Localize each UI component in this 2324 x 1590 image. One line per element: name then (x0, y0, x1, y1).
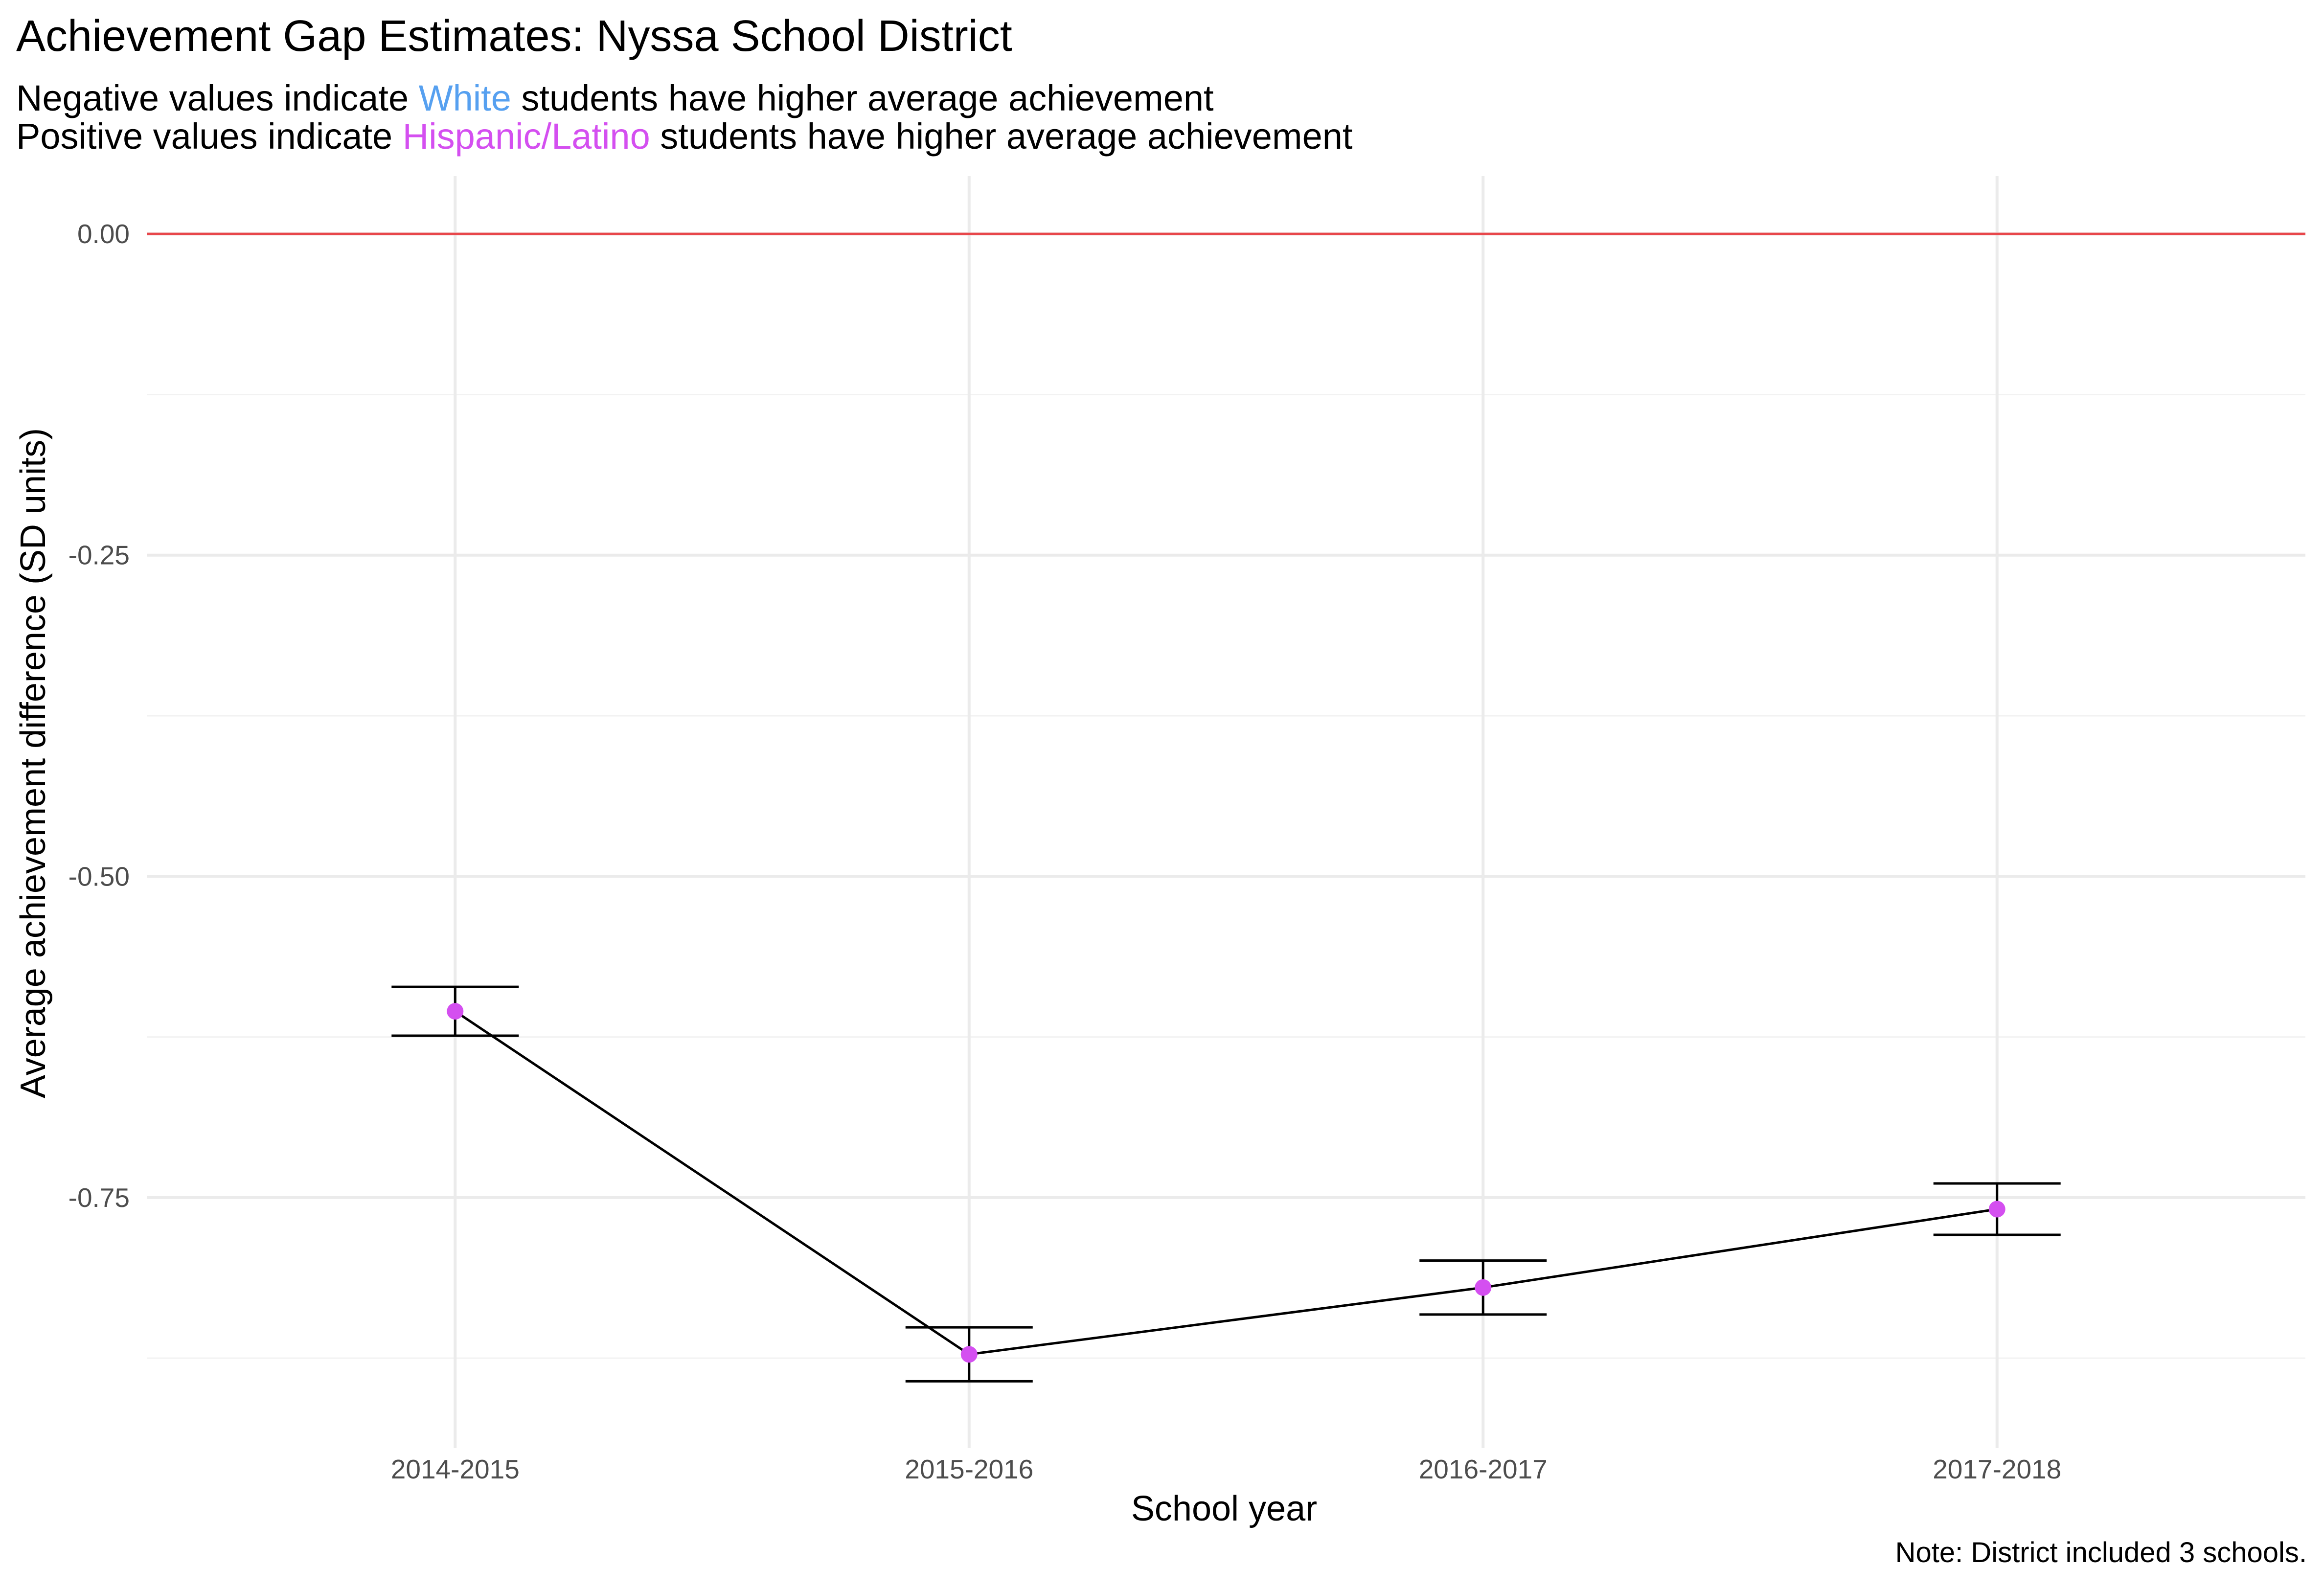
data-point (960, 1346, 978, 1363)
chart-caption: Note: District included 3 schools. (1895, 1537, 2307, 1568)
error-bars (391, 985, 2061, 1383)
y-tick-label: -0.50 (68, 861, 130, 891)
x-tick-label: 2017-2018 (1933, 1454, 2061, 1484)
major-gridlines (147, 176, 2305, 1448)
subtitle-1-after: students have higher average achievement (511, 78, 1214, 118)
x-tick-label: 2016-2017 (1419, 1454, 1548, 1484)
y-tick-label: -0.25 (68, 540, 130, 570)
subtitle-1-before: Negative values indicate (16, 78, 419, 118)
y-axis-title: Average achievement difference (SD units… (14, 428, 53, 1098)
y-tick-labels: 0.00 -0.25 -0.50 -0.75 (68, 219, 130, 1213)
subtitle-line-2: Positive values indicate Hispanic/Latino… (16, 116, 1352, 156)
subtitle-line-1: Negative values indicate White students … (16, 78, 1214, 118)
data-point (1988, 1201, 2005, 1218)
subtitle-2-before: Positive values indicate (16, 116, 403, 157)
data-points (447, 1003, 2005, 1363)
x-axis-title: School year (1131, 1489, 1317, 1528)
subtitle-2-after: students have higher average achievement (650, 116, 1353, 157)
series-line (454, 1010, 1998, 1356)
data-point (1475, 1279, 1492, 1296)
y-tick-label: 0.00 (77, 219, 130, 249)
minor-gridlines (147, 393, 2305, 1359)
series-polyline (454, 1010, 1998, 1356)
subtitle-1-highlight: White (418, 78, 511, 118)
x-tick-labels: 2014-2015 2015-2016 2016-2017 2017-2018 (391, 1454, 2061, 1484)
x-tick-label: 2014-2015 (391, 1454, 520, 1484)
chart-title: Achievement Gap Estimates: Nyssa School … (16, 12, 1012, 61)
data-point (447, 1003, 464, 1020)
x-tick-label: 2015-2016 (905, 1454, 1033, 1484)
subtitle-2-highlight: Hispanic/Latino (402, 116, 650, 157)
y-tick-label: -0.75 (68, 1182, 130, 1213)
